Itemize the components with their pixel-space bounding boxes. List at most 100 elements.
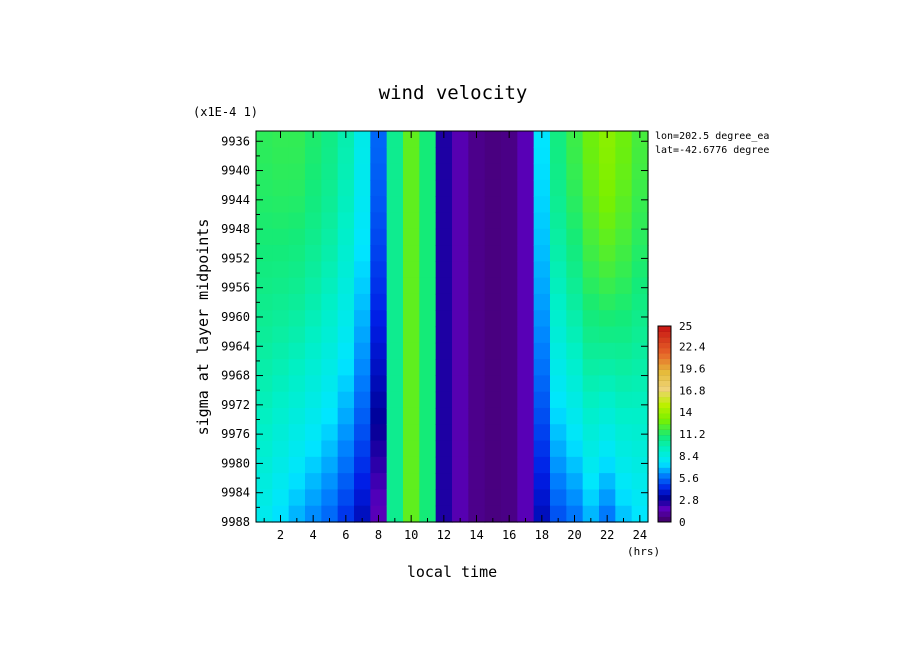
heatmap-cell	[321, 391, 339, 409]
heatmap-cell	[354, 196, 371, 214]
heatmap-cell	[631, 147, 649, 165]
heatmap-cell	[631, 342, 649, 360]
heatmap-cell	[566, 359, 584, 376]
heatmap-cell	[468, 163, 486, 181]
heatmap-cell	[403, 228, 420, 246]
heatmap-cell	[599, 440, 616, 458]
heatmap-cell	[354, 163, 371, 181]
colorbar-band	[658, 402, 671, 409]
heatmap-cell	[256, 245, 273, 262]
heatmap-cell	[501, 489, 518, 507]
heatmap-cell	[256, 261, 273, 279]
heatmap-cell	[256, 359, 273, 376]
heatmap-cell	[517, 391, 535, 409]
heatmap-cell	[533, 391, 551, 409]
heatmap-cell	[288, 424, 306, 442]
heatmap-cell	[272, 261, 290, 279]
heatmap-cell	[272, 391, 290, 409]
heatmap-cell	[615, 196, 633, 214]
y-tick-label: 9936	[221, 134, 250, 148]
heatmap-cell	[533, 489, 551, 507]
y-tick-label: 9952	[221, 251, 250, 265]
heatmap-cell	[631, 212, 649, 230]
heatmap-cell	[533, 131, 551, 148]
heatmap-cell	[419, 196, 437, 214]
heatmap-cell	[403, 326, 420, 344]
heatmap-cell	[501, 505, 518, 523]
colorbar-band	[658, 424, 671, 430]
heatmap-cell	[386, 473, 404, 491]
heatmap-cell	[484, 163, 502, 181]
heatmap-cell	[321, 375, 339, 393]
heatmap-cell	[631, 375, 649, 393]
heatmap-cell	[582, 473, 600, 491]
heatmap-cell	[615, 326, 633, 344]
heatmap-cell	[599, 293, 616, 311]
heatmap-cell	[272, 310, 290, 328]
heatmap-cell	[631, 310, 649, 328]
heatmap-cell	[550, 293, 567, 311]
heatmap-cell	[419, 391, 437, 409]
y-tick-label: 9968	[221, 369, 250, 383]
heatmap-cell	[468, 407, 486, 425]
heatmap-cell	[517, 131, 535, 148]
heatmap-cell	[566, 131, 584, 148]
heatmap-cell	[484, 489, 502, 507]
heatmap-cell	[566, 407, 584, 425]
heatmap-cell	[615, 179, 633, 197]
heatmap-cell	[452, 440, 469, 458]
heatmap-cell	[517, 407, 535, 425]
heatmap-cell	[337, 440, 355, 458]
heatmap-cell	[386, 163, 404, 181]
heatmap-cell	[337, 212, 355, 230]
heatmap-cell	[615, 456, 633, 474]
heatmap-cell	[272, 456, 290, 474]
y-axis: 9936 9940 9944 9948 9952 9956 9960 9964 9968 9972…	[221, 134, 648, 529]
colorbar-band	[658, 353, 671, 360]
heatmap-cell	[501, 342, 518, 360]
heatmap-cell	[452, 375, 469, 393]
heatmap-cell	[272, 277, 290, 295]
heatmap-cell	[288, 326, 306, 344]
heatmap-cell	[599, 131, 616, 148]
heatmap-cell	[452, 212, 469, 230]
heatmap-cell	[321, 277, 339, 295]
heatmap-cell	[631, 489, 649, 507]
heatmap-cell	[337, 147, 355, 165]
heatmap-cell	[582, 391, 600, 409]
heatmap-cell	[419, 179, 437, 197]
heatmap-cell	[419, 245, 437, 262]
heatmap-cell	[419, 359, 437, 376]
heatmap-cell	[533, 375, 551, 393]
y-tick-label: 9944	[221, 193, 250, 207]
heatmap-cell	[403, 505, 420, 523]
heatmap-cell	[615, 245, 633, 262]
heatmap-cell	[321, 424, 339, 442]
heatmap-cell	[566, 163, 584, 181]
heatmap-cell	[321, 359, 339, 376]
heatmap-cell	[386, 261, 404, 279]
heatmap-cell	[256, 310, 273, 328]
heatmap-cell	[468, 391, 486, 409]
heatmap-cell	[419, 277, 437, 295]
heatmap-cell	[501, 212, 518, 230]
heatmap-cell	[517, 326, 535, 344]
heatmap-cell	[484, 375, 502, 393]
colorbar-band	[658, 413, 671, 419]
heatmap-cell	[550, 407, 567, 425]
heatmap-cell	[599, 424, 616, 442]
heatmap-cell	[435, 228, 453, 246]
heatmap-cell	[533, 163, 551, 181]
heatmap-cell	[452, 163, 469, 181]
heatmap-cell	[501, 147, 518, 165]
heatmap-cell	[484, 456, 502, 474]
heatmap-cell	[305, 391, 322, 409]
heatmap-cell	[615, 147, 633, 165]
heatmap-cell	[631, 440, 649, 458]
heatmap-cell	[517, 277, 535, 295]
annotation-lon: lon=202.5 degree_ea	[655, 131, 769, 142]
heatmap-cell	[288, 163, 306, 181]
heatmap-cell	[501, 179, 518, 197]
heatmap-cell	[452, 310, 469, 328]
heatmap-cell	[550, 196, 567, 214]
